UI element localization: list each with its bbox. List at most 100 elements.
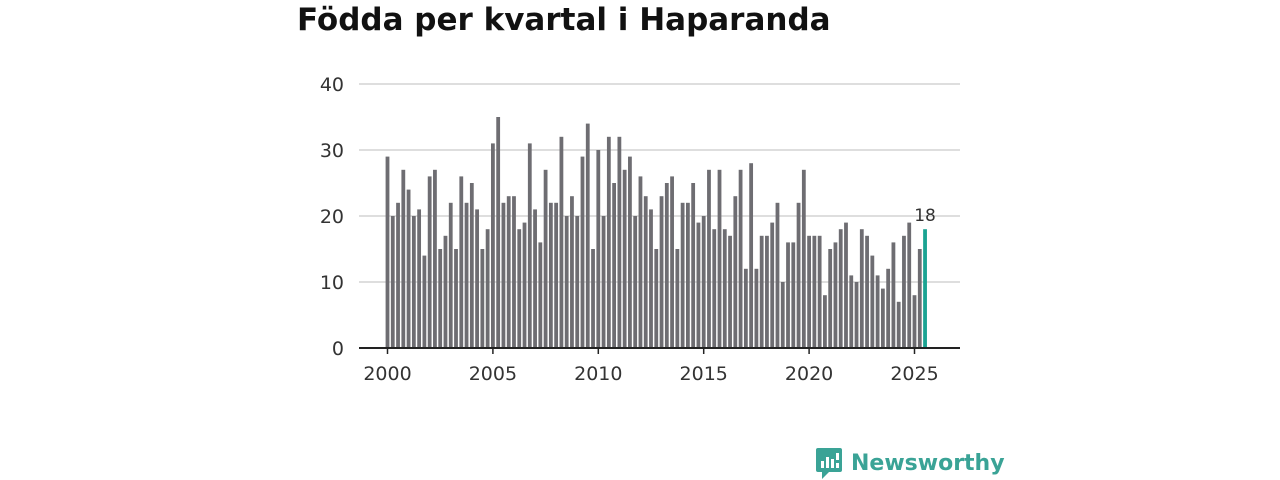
- bar: [469, 183, 474, 348]
- bar: [796, 202, 801, 348]
- bar: [485, 229, 490, 348]
- bar: [496, 117, 501, 348]
- bar: [617, 136, 622, 348]
- data-label-highlight: 18: [914, 206, 936, 226]
- bar: [917, 249, 922, 348]
- gridlines: [359, 83, 960, 283]
- bar: [685, 202, 690, 348]
- bar: [591, 249, 595, 348]
- bar: [570, 196, 574, 348]
- y-axis-ticks: 0 10 20 30 40: [320, 74, 344, 360]
- bar: [517, 229, 522, 348]
- bar: [791, 242, 796, 348]
- bar: [891, 242, 896, 348]
- bar: [907, 222, 912, 348]
- bar: [606, 136, 611, 348]
- bar: [828, 249, 833, 348]
- bar: [628, 156, 632, 348]
- bar: [527, 143, 532, 348]
- y-tick-label: 10: [320, 272, 344, 294]
- bar: [749, 163, 754, 348]
- bar: [448, 202, 453, 348]
- bar: [812, 235, 817, 348]
- bar: [691, 183, 696, 348]
- bar: [633, 216, 638, 348]
- bar: [664, 183, 669, 348]
- bar: [417, 209, 422, 348]
- bar: [649, 209, 653, 348]
- bar: [475, 209, 479, 348]
- bar: [880, 288, 885, 348]
- bar: [533, 209, 537, 348]
- y-tick-label: 30: [320, 140, 344, 162]
- bar: [696, 222, 701, 348]
- bar: [759, 235, 764, 348]
- y-tick-label: 20: [320, 206, 344, 228]
- bar: [501, 202, 506, 348]
- chart-title: Födda per kvartal i Haparanda: [297, 2, 831, 38]
- bar: [427, 176, 432, 348]
- bar: [512, 196, 516, 348]
- bar: [659, 196, 664, 348]
- bar: [643, 196, 648, 348]
- bar: [722, 229, 727, 348]
- bar: [596, 150, 601, 348]
- bar: [433, 169, 437, 348]
- bar: [743, 268, 748, 348]
- bar: [780, 282, 785, 348]
- bar: [464, 202, 469, 348]
- bar: [728, 235, 732, 348]
- bar: [406, 189, 411, 348]
- bar: [833, 242, 838, 348]
- bar: [422, 255, 427, 348]
- bar: [638, 176, 643, 348]
- bar-highlight: [923, 229, 927, 348]
- bar: [454, 249, 458, 348]
- bar: [480, 249, 485, 348]
- data-labels: 18: [914, 206, 936, 226]
- x-tick-label: 2010: [574, 363, 622, 385]
- y-tick-label: 40: [320, 74, 344, 96]
- bar: [807, 235, 811, 348]
- bar: [548, 202, 553, 348]
- bar: [886, 268, 891, 348]
- bar: [912, 295, 917, 348]
- bar: [902, 235, 906, 348]
- bar: [543, 169, 548, 348]
- bar: [770, 222, 775, 348]
- newsworthy-logo: Newsworthy: [815, 446, 1005, 480]
- bar: [765, 235, 769, 348]
- bar: [575, 216, 580, 348]
- bar: [844, 222, 848, 348]
- bar: [385, 156, 390, 348]
- bar: [585, 123, 590, 348]
- bar: [817, 235, 822, 348]
- bar: [823, 295, 827, 348]
- bar: [675, 249, 680, 348]
- x-tick-label: 2000: [363, 363, 411, 385]
- bar: [396, 202, 400, 348]
- bar: [554, 202, 559, 348]
- bar: [707, 169, 711, 348]
- bar: [443, 235, 448, 348]
- bar: [738, 169, 743, 348]
- bar: [670, 176, 674, 348]
- x-tick-label: 2025: [890, 363, 938, 385]
- bar: [717, 169, 722, 348]
- x-tick-label: 2015: [680, 363, 728, 385]
- bar: [612, 183, 617, 348]
- bar: [733, 196, 738, 348]
- bar: [701, 216, 706, 348]
- bar: [538, 242, 543, 348]
- x-axis-ticks: 2000 2005 2010 2015 2020 2025: [363, 348, 939, 385]
- bar: [859, 229, 864, 348]
- bar: [854, 282, 859, 348]
- bar: [580, 156, 585, 348]
- bar: [459, 176, 464, 348]
- bar: [411, 216, 416, 348]
- bar: [438, 249, 443, 348]
- x-tick-label: 2020: [785, 363, 833, 385]
- y-tick-label: 0: [332, 338, 344, 360]
- bar: [559, 136, 564, 348]
- bar: [786, 242, 790, 348]
